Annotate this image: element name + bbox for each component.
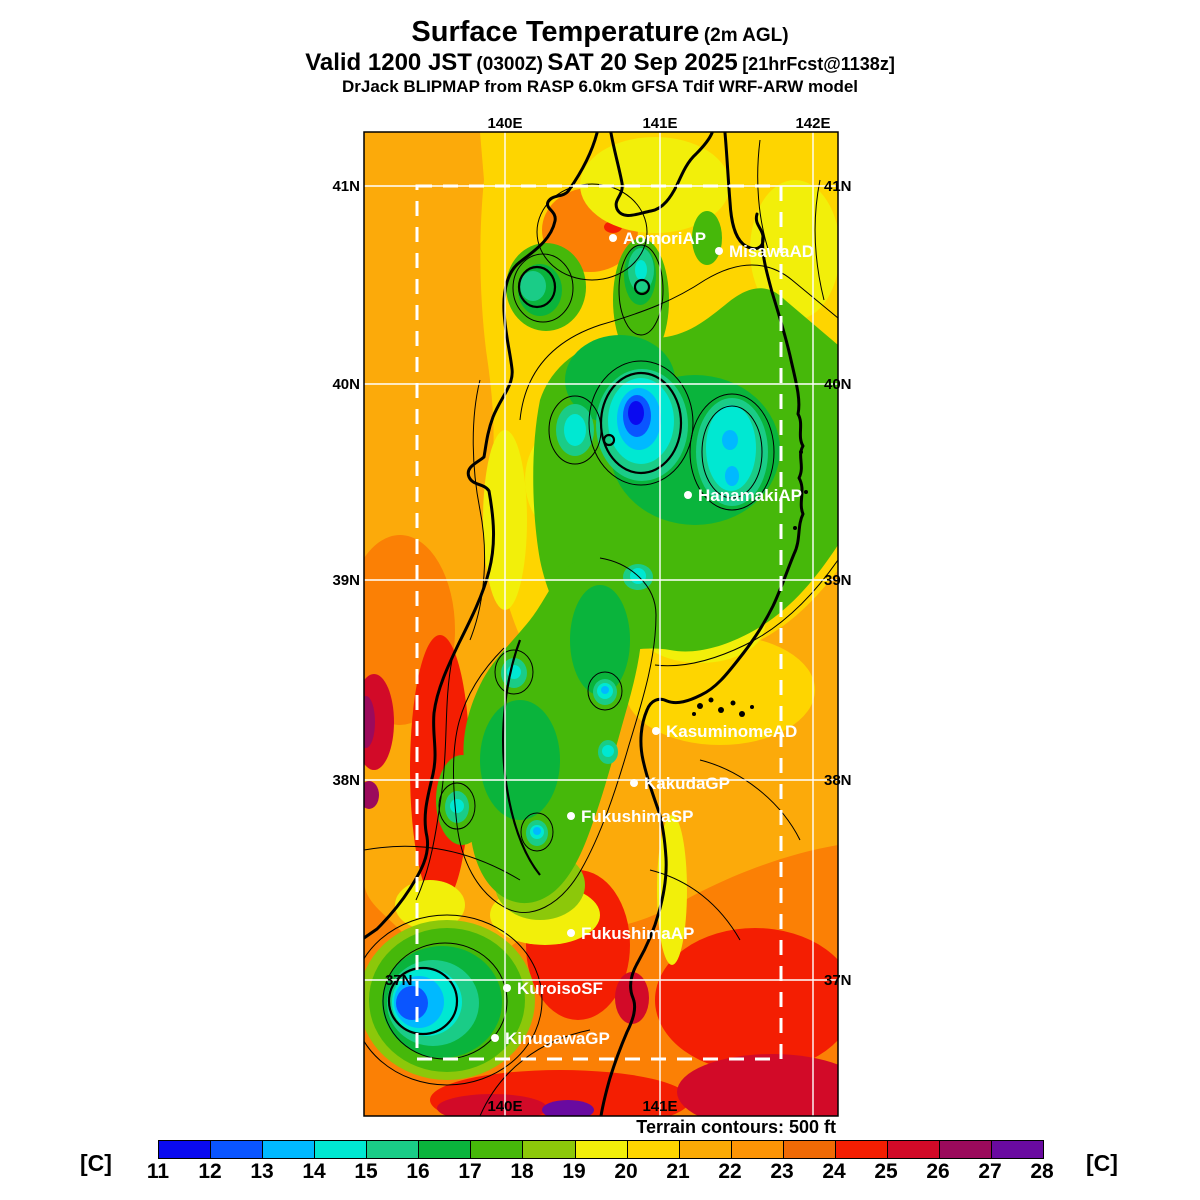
colorbar-tick: 17 (458, 1160, 482, 1183)
colorbar-tick: 16 (406, 1160, 430, 1183)
colorbar-tick: 21 (666, 1160, 690, 1183)
colorbar-tick: 25 (874, 1160, 898, 1183)
map-frame (363, 131, 839, 1117)
colorbar-segment (159, 1141, 212, 1158)
lon-label-bottom: 141E (642, 1098, 677, 1115)
colorbar-ticks: 11 12 13 14 15 16 17 18 19 20 21 22 23 24 25 26 27 28 (147, 1160, 1054, 1186)
colorbar-segment (211, 1141, 264, 1158)
islands (692, 450, 808, 717)
lat-label-right: 41N (824, 178, 852, 195)
valid-time: Valid 1200 JST (305, 49, 472, 77)
station-label: KinugawaGP (505, 1029, 610, 1048)
colorbar-segment (627, 1141, 680, 1158)
colorbar-segment (315, 1141, 368, 1158)
valid-date: SAT 20 Sep 2025 (547, 49, 738, 77)
lat-label-left: 39N (332, 572, 360, 589)
colorbar-segment (575, 1141, 628, 1158)
lat-label-left: 37N (385, 972, 413, 989)
valid-forecast-tag: [21hrFcst@1138z] (742, 54, 895, 75)
colorbar-tick: 28 (1030, 1160, 1054, 1183)
colorbar-tick: 13 (250, 1160, 274, 1183)
colorbar-tick: 11 (146, 1160, 170, 1183)
lon-label-top: 142E (795, 115, 830, 132)
station-marker (715, 247, 723, 255)
lon-label-bottom: 140E (487, 1098, 522, 1115)
lake-towada (633, 278, 651, 296)
station-marker (609, 234, 617, 242)
station-label: FukushimaSP (581, 807, 693, 826)
lake-tazawa (602, 433, 616, 447)
colorbar-segment (783, 1141, 836, 1158)
station-label: KasuminomeAD (666, 722, 797, 741)
station-label: KuroisoSF (517, 979, 603, 998)
lat-label-left: 38N (332, 772, 360, 789)
station-marker (491, 1034, 499, 1042)
colorbar-segment (419, 1141, 472, 1158)
station-marker (503, 984, 511, 992)
colorbar-segment (835, 1141, 888, 1158)
station-marker (567, 812, 575, 820)
colorbar-segment (887, 1141, 940, 1158)
colorbar-unit-left: [C] (80, 1150, 112, 1176)
station-label: MisawaAD (729, 242, 814, 261)
station-label: FukushimaAP (581, 924, 694, 943)
colorbar-tick: 14 (302, 1160, 326, 1183)
colorbar-tick: 26 (926, 1160, 950, 1183)
station-marker (684, 491, 692, 499)
page-title: Surface Temperature (411, 16, 700, 48)
colorbar-tick: 18 (510, 1160, 534, 1183)
station-label: HanamakiAP (698, 486, 802, 505)
header: Surface Temperature (2m AGL) Valid 1200 … (0, 16, 1200, 96)
colorbar-segment (679, 1141, 732, 1158)
lat-label-left: 40N (332, 376, 360, 393)
colorbar-tick: 22 (718, 1160, 742, 1183)
valid-line: Valid 1200 JST (0300Z) SAT 20 Sep 2025 [… (0, 49, 1200, 77)
lat-label-right: 39N (824, 572, 852, 589)
valid-zulu: (0300Z) (476, 54, 543, 76)
lon-label-top: 141E (642, 115, 677, 132)
station-marker (567, 929, 575, 937)
colorbar-tick: 24 (822, 1160, 846, 1183)
colorbar-tick: 12 (198, 1160, 222, 1183)
terrain-note: Terrain contours: 500 ft (636, 1117, 836, 1137)
colorbar-unit-right: [C] (1086, 1150, 1118, 1176)
model-line: DrJack BLIPMAP from RASP 6.0km GFSA Tdif… (341, 76, 859, 96)
inner-domain-boundary (415, 184, 783, 1061)
lat-label-left: 41N (332, 178, 360, 195)
title-suffix: (2m AGL) (703, 25, 789, 46)
grid-labels: 140E 141E 142E 140E 141E 41N 41N 40N 40N 39N 39N 38… (332, 115, 851, 1115)
lat-label-right: 38N (824, 772, 852, 789)
colorbar-tick: 15 (354, 1160, 378, 1183)
colorbar-segment (471, 1141, 524, 1158)
station-label: KakudaGP (644, 774, 730, 793)
lon-label-top: 140E (487, 115, 522, 132)
colorbar-segment (367, 1141, 420, 1158)
station-marker (630, 779, 638, 787)
colorbar-tick: 27 (978, 1160, 1002, 1183)
station-layer: AomoriAP MisawaAD HanamakiAP KasuminomeAD Ka… (491, 229, 814, 1048)
colorbar-segment (523, 1141, 576, 1158)
temperature-field (364, 132, 838, 1116)
colorbar-segment (731, 1141, 784, 1158)
station-label: AomoriAP (623, 229, 706, 248)
temperature-colorbar (158, 1140, 1044, 1159)
colorbar-segment (263, 1141, 316, 1158)
lat-label-right: 37N (824, 972, 852, 989)
colorbar-segment (992, 1141, 1044, 1158)
title-line: Surface Temperature (2m AGL) (0, 16, 1200, 49)
lat-label-right: 40N (824, 376, 852, 393)
colorbar-tick: 20 (614, 1160, 638, 1183)
colorbar-tick: 19 (562, 1160, 586, 1183)
station-marker (652, 727, 660, 735)
colorbar-segment (939, 1141, 992, 1158)
colorbar-tick: 23 (770, 1160, 794, 1183)
